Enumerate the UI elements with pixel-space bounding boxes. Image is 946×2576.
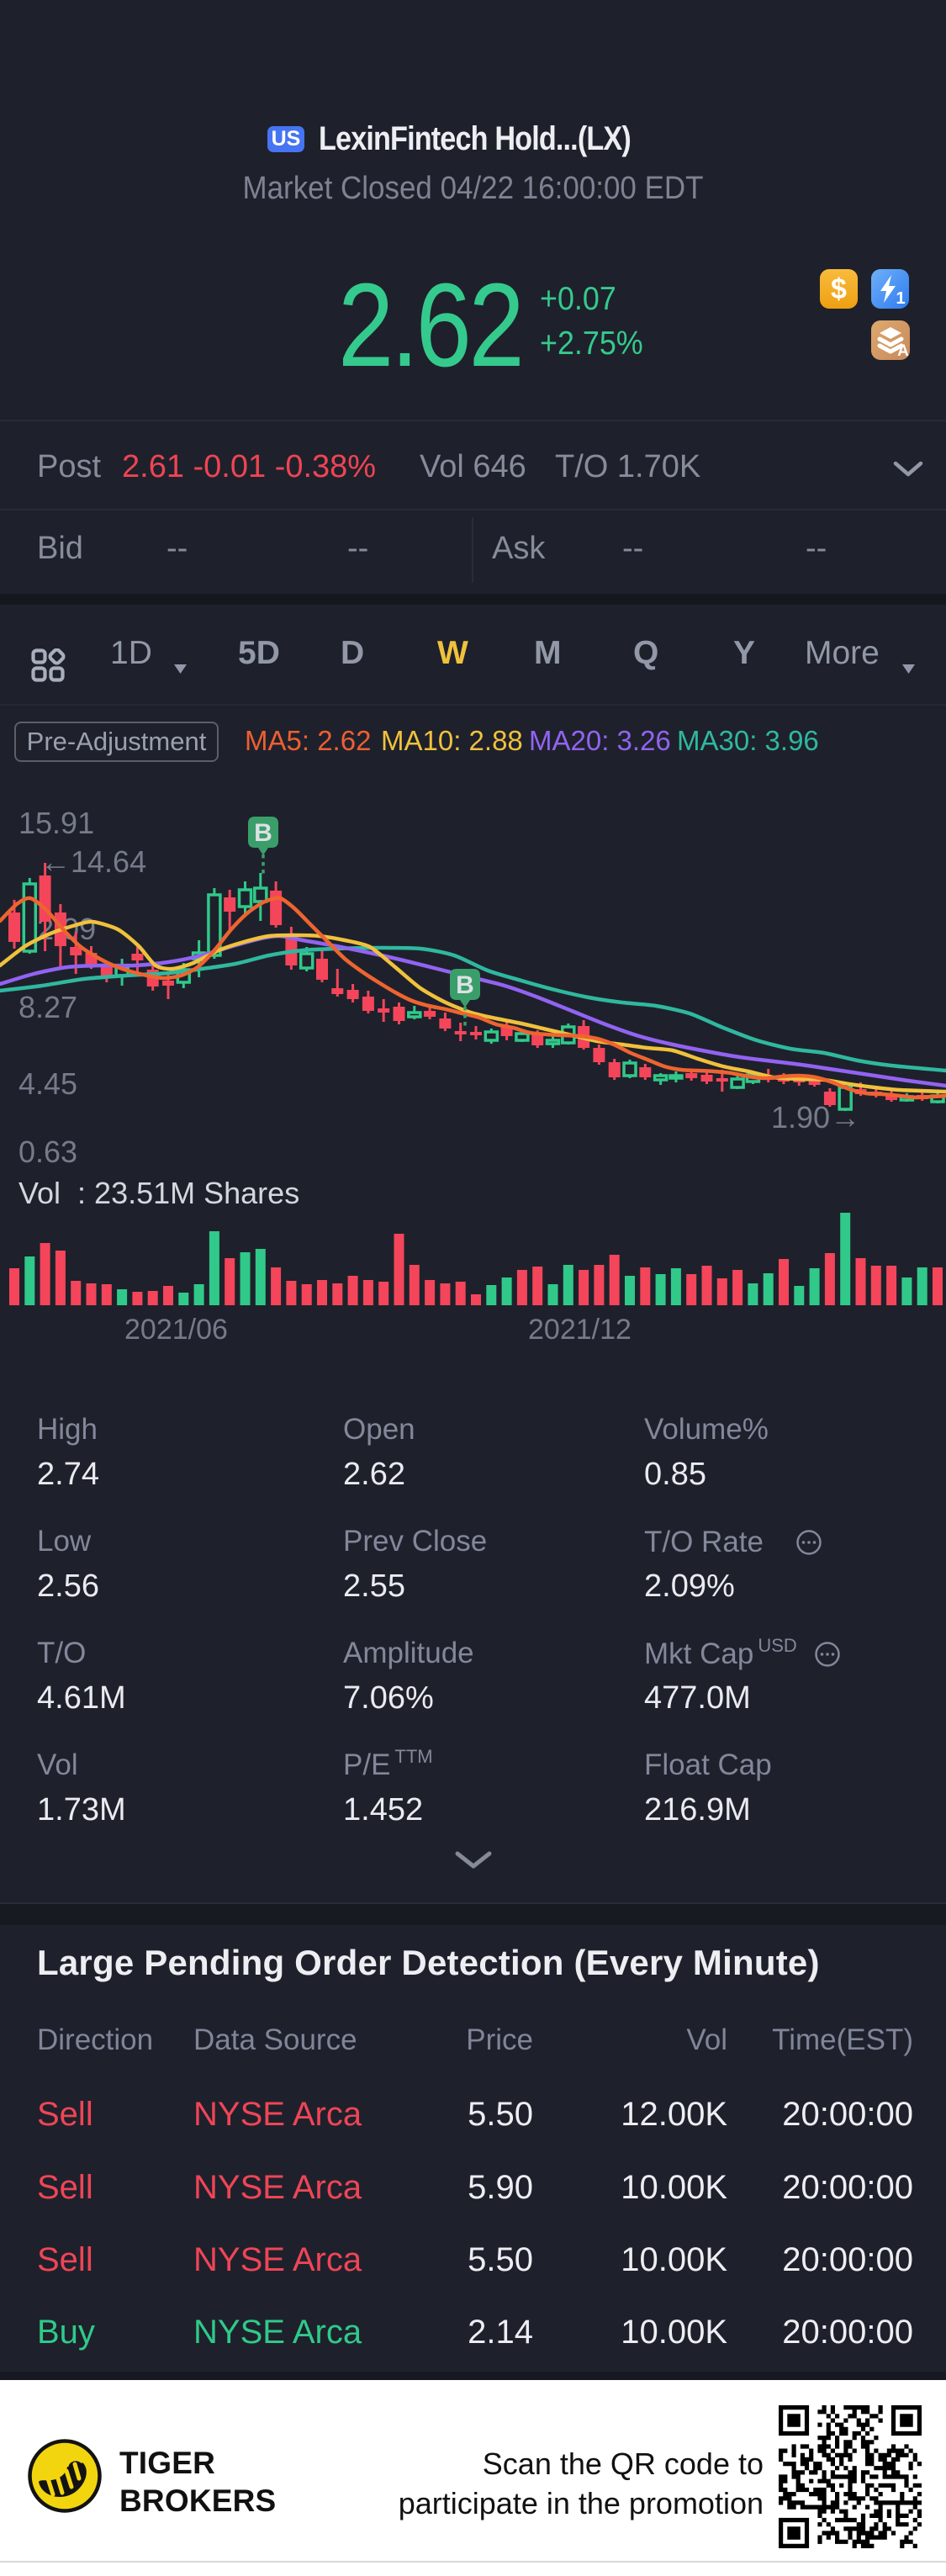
svg-text:$: $ [831, 273, 847, 305]
svg-text:A: A [897, 342, 909, 360]
svg-text:B: B [456, 971, 474, 999]
svg-text:B: B [254, 819, 272, 847]
svg-text:1: 1 [896, 289, 905, 308]
